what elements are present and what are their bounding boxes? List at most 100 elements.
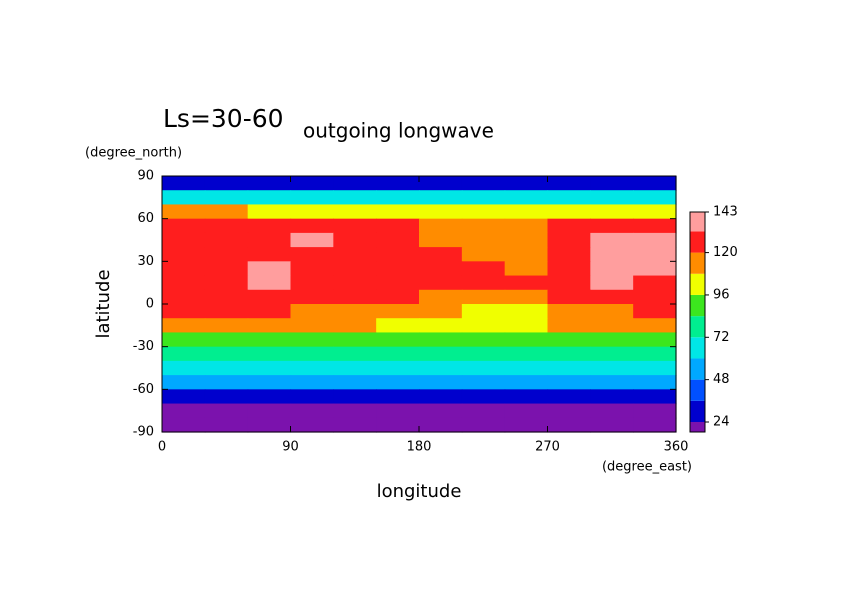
field-cell xyxy=(504,360,549,376)
field-cell xyxy=(290,360,334,376)
field-cell xyxy=(547,375,591,390)
y-tick-label: -30 xyxy=(133,339,154,354)
field-cell xyxy=(290,304,334,319)
field-cell xyxy=(504,190,549,206)
field-cell xyxy=(162,375,206,390)
field-cell xyxy=(376,332,420,348)
field-cell xyxy=(461,204,506,220)
field-cell xyxy=(290,417,334,433)
field-cell xyxy=(247,190,292,206)
field-cell xyxy=(204,389,249,405)
field-cell xyxy=(376,375,420,390)
field-cell xyxy=(590,190,634,206)
field-cell xyxy=(590,375,634,390)
field-cell xyxy=(247,375,292,390)
field-cell xyxy=(504,389,549,405)
field-cell xyxy=(333,417,377,433)
field-cell xyxy=(504,289,549,305)
field-cell xyxy=(504,346,549,362)
field-cell xyxy=(162,417,206,433)
y-tick-label: -60 xyxy=(133,382,154,397)
field-cell xyxy=(461,304,506,319)
field-cell xyxy=(504,176,549,191)
colorbar-tick-label: 143 xyxy=(713,205,738,220)
field-cell xyxy=(204,247,249,262)
field-cell xyxy=(419,176,463,191)
x-tick-label: 0 xyxy=(158,440,166,455)
field-cell xyxy=(590,204,634,220)
field-cell xyxy=(504,261,549,277)
field-cell xyxy=(162,218,206,234)
colorbar-segment xyxy=(690,358,705,380)
colorbar-segment xyxy=(690,252,705,274)
x-tick-label: 180 xyxy=(407,440,432,455)
field-cell xyxy=(419,190,463,206)
colorbar-tick-label: 120 xyxy=(713,245,738,260)
field-cell xyxy=(504,375,549,390)
colorbar-segment xyxy=(690,273,705,295)
field-cell xyxy=(419,375,463,390)
field-cell xyxy=(547,304,591,319)
colorbar-tick-label: 48 xyxy=(713,372,730,387)
axes: 0 90 180 270 360 90 60 30 0 -30 -60 -90 xyxy=(133,169,689,455)
field-cell xyxy=(419,318,463,334)
field-cell xyxy=(461,332,506,348)
field-cell xyxy=(547,275,591,291)
field-cell xyxy=(162,261,206,277)
field-cell xyxy=(247,417,292,433)
field-cell xyxy=(461,218,506,234)
field-cell xyxy=(204,304,249,319)
field-cell xyxy=(333,389,377,405)
field-cell xyxy=(204,275,249,291)
colorbar-segment xyxy=(690,400,705,422)
field-cell xyxy=(290,289,334,305)
field-cell xyxy=(461,261,506,277)
field-cell xyxy=(547,247,591,262)
field-cell xyxy=(290,204,334,220)
x-axis-label: longitude xyxy=(377,481,462,502)
contour-field xyxy=(162,176,677,433)
field-cell xyxy=(419,204,463,220)
field-cell xyxy=(376,218,420,234)
field-cell xyxy=(247,346,292,362)
field-cell xyxy=(419,417,463,433)
field-cell xyxy=(247,403,292,419)
x-tick-label: 90 xyxy=(282,440,299,455)
colorbar-segment xyxy=(690,316,705,338)
field-cell xyxy=(461,375,506,390)
field-cell xyxy=(633,403,677,419)
field-cell xyxy=(461,346,506,362)
field-cell xyxy=(547,417,591,433)
x-tick-label: 360 xyxy=(664,440,689,455)
field-cell xyxy=(290,403,334,419)
field-cell xyxy=(633,289,677,305)
field-cell xyxy=(204,360,249,376)
field-cell xyxy=(162,190,206,206)
field-cell xyxy=(376,261,420,277)
field-cell xyxy=(290,375,334,390)
field-cell xyxy=(419,346,463,362)
field-cell xyxy=(590,232,634,248)
field-cell xyxy=(247,218,292,234)
field-cell xyxy=(333,332,377,348)
field-cell xyxy=(504,304,549,319)
field-cell xyxy=(633,332,677,348)
field-cell xyxy=(162,360,206,376)
field-cell xyxy=(333,289,377,305)
y-tick-label: 30 xyxy=(137,254,154,269)
field-cell xyxy=(504,204,549,220)
field-cell xyxy=(633,232,677,248)
field-cell xyxy=(333,247,377,262)
field-cell xyxy=(204,318,249,334)
field-cell xyxy=(162,275,206,291)
field-cell xyxy=(590,360,634,376)
field-cell xyxy=(547,218,591,234)
field-cell xyxy=(633,318,677,334)
field-cell xyxy=(547,318,591,334)
colorbar-tick-label: 72 xyxy=(713,330,730,345)
field-cell xyxy=(590,389,634,405)
field-cell xyxy=(333,375,377,390)
field-cell xyxy=(461,275,506,291)
field-cell xyxy=(547,176,591,191)
field-cell xyxy=(204,417,249,433)
